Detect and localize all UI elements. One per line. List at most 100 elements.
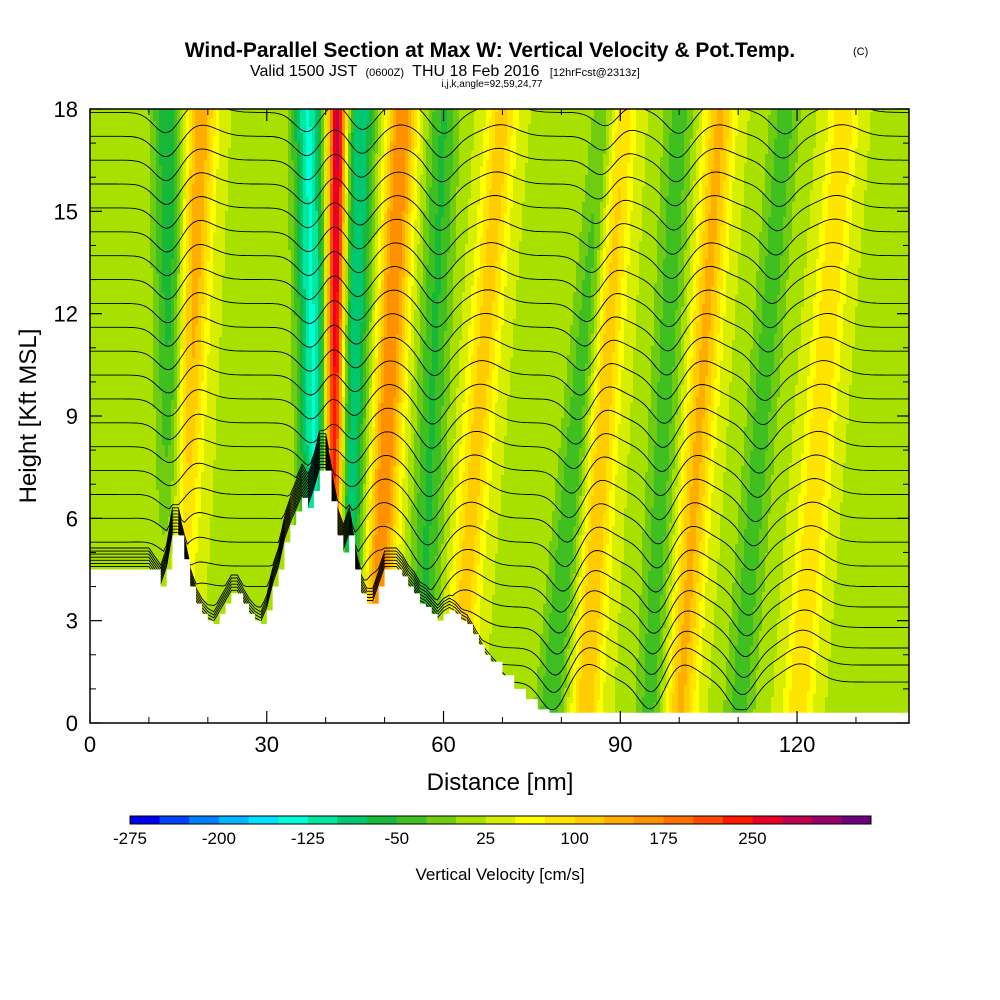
velocity-cell — [702, 175, 709, 179]
velocity-cell — [738, 121, 748, 125]
velocity-cell — [705, 142, 709, 146]
velocity-cell — [300, 127, 307, 131]
velocity-cell — [420, 112, 424, 116]
velocity-cell — [162, 166, 175, 170]
velocity-cell — [711, 112, 718, 116]
velocity-cell — [195, 154, 208, 158]
velocity-cell — [375, 169, 379, 173]
velocity-cell — [582, 214, 592, 218]
velocity-cell — [483, 139, 490, 143]
velocity-cell — [726, 202, 733, 206]
velocity-cell — [387, 217, 391, 221]
velocity-cell — [189, 259, 193, 263]
velocity-cell — [705, 160, 709, 164]
velocity-cell — [708, 256, 715, 260]
velocity-cell — [303, 196, 310, 200]
velocity-cell — [375, 157, 379, 161]
velocity-cell — [702, 112, 709, 116]
velocity-cell — [372, 163, 376, 167]
velocity-cell — [372, 154, 376, 158]
velocity-cell — [417, 214, 421, 218]
velocity-cell — [453, 139, 460, 143]
velocity-cell — [150, 121, 157, 125]
velocity-cell — [441, 244, 451, 248]
velocity-cell — [417, 139, 421, 143]
velocity-cell — [294, 178, 298, 182]
velocity-cell — [207, 154, 211, 158]
velocity-cell — [288, 238, 295, 242]
velocity-cell — [378, 253, 382, 257]
velocity-cell — [711, 196, 718, 200]
velocity-cell — [624, 247, 631, 251]
velocity-cell — [420, 220, 424, 224]
velocity-cell — [321, 157, 325, 161]
velocity-cell — [471, 190, 481, 194]
velocity-cell — [216, 193, 229, 197]
velocity-cell — [180, 190, 184, 194]
velocity-cell — [159, 151, 175, 155]
velocity-cell — [183, 151, 187, 155]
velocity-cell — [828, 124, 835, 128]
velocity-cell — [90, 223, 151, 227]
velocity-cell — [606, 247, 613, 251]
velocity-cell — [333, 172, 340, 176]
velocity-cell — [825, 163, 832, 167]
velocity-cell — [405, 163, 409, 167]
velocity-cell — [792, 235, 808, 239]
velocity-cell — [606, 241, 610, 245]
velocity-cell — [348, 169, 352, 173]
velocity-cell — [819, 241, 826, 245]
velocity-cell — [288, 217, 295, 221]
velocity-cell — [609, 232, 613, 236]
velocity-cell — [681, 211, 688, 215]
velocity-cell — [663, 121, 673, 125]
velocity-cell — [762, 199, 772, 203]
velocity-cell — [666, 214, 682, 218]
velocity-cell — [684, 130, 694, 134]
velocity-cell — [213, 187, 217, 191]
velocity-cell — [336, 154, 340, 158]
velocity-cell — [453, 121, 460, 125]
velocity-cell — [210, 127, 217, 131]
velocity-cell — [699, 187, 703, 191]
velocity-cell — [150, 214, 157, 218]
velocity-cell — [843, 229, 850, 233]
velocity-cell — [336, 109, 340, 113]
velocity-cell — [381, 145, 385, 149]
velocity-cell — [609, 136, 613, 140]
velocity-cell — [180, 205, 184, 209]
velocity-cell — [183, 259, 187, 263]
velocity-cell — [660, 157, 670, 161]
velocity-cell — [186, 112, 190, 116]
velocity-cell — [216, 208, 229, 212]
velocity-cell — [864, 217, 909, 221]
velocity-cell — [186, 238, 190, 242]
velocity-cell — [609, 217, 616, 221]
velocity-cell — [186, 232, 190, 236]
velocity-cell — [702, 241, 709, 245]
velocity-cell — [666, 205, 682, 209]
velocity-cell — [348, 241, 352, 245]
velocity-cell — [630, 247, 640, 251]
velocity-cell — [510, 142, 517, 146]
velocity-cell — [174, 193, 178, 197]
velocity-cell — [381, 241, 385, 245]
velocity-cell — [189, 112, 193, 116]
velocity-cell — [792, 121, 802, 125]
velocity-cell — [735, 175, 745, 179]
velocity-cell — [747, 142, 769, 146]
velocity-cell — [768, 115, 778, 119]
velocity-cell — [330, 142, 334, 146]
velocity-cell — [681, 232, 688, 236]
velocity-cell — [375, 241, 379, 245]
velocity-cell — [627, 214, 631, 218]
velocity-cell — [303, 142, 307, 146]
velocity-cell — [183, 178, 187, 182]
velocity-cell — [150, 199, 157, 203]
velocity-cell — [450, 205, 457, 209]
velocity-cell — [507, 112, 514, 116]
velocity-cell — [771, 187, 787, 191]
velocity-cell — [687, 220, 694, 224]
velocity-cell — [186, 184, 190, 188]
velocity-cell — [384, 205, 388, 209]
